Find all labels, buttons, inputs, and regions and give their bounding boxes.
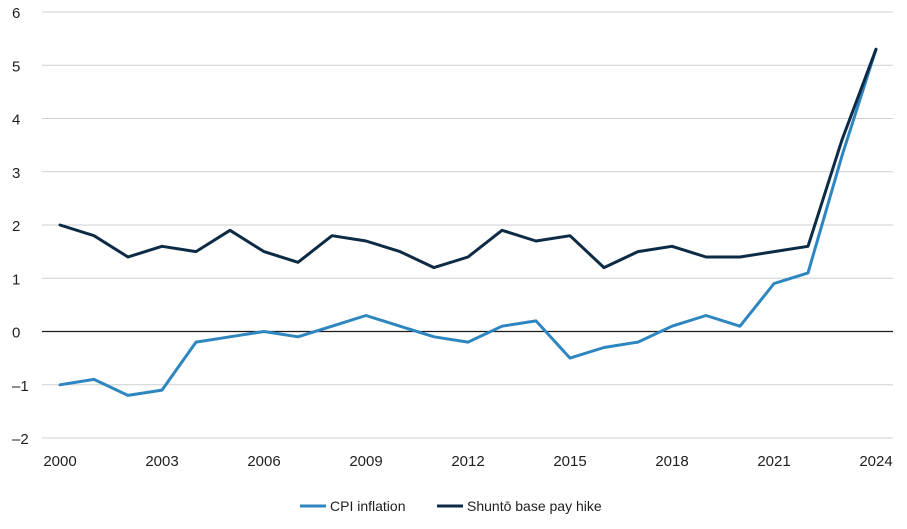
y-tick-label: 4 [12,112,20,129]
x-tick-label: 2006 [247,453,280,470]
y-tick-label: –1 [12,378,29,395]
x-tick-label: 2018 [655,453,688,470]
series-line-shunto-base-pay-hike [58,47,878,270]
y-tick-label: 6 [12,5,20,22]
legend: CPI inflation Shuntō base pay hike [300,498,602,514]
x-tick-label: 2000 [43,453,76,470]
y-tick-label: 5 [12,58,20,75]
y-tick-label: 2 [12,218,20,235]
x-tick-label: 2012 [451,453,484,470]
x-axis-tick-labels: 2000 2003 2006 2009 2012 2015 2018 2021 2024 [43,453,892,470]
x-tick-label: 2024 [859,453,892,470]
x-tick-label: 2021 [757,453,790,470]
series-lines [58,47,878,397]
y-tick-label: –2 [12,431,29,448]
gridlines [42,11,893,439]
series-line-cpi-inflation [58,47,878,397]
legend-label-cpi-inflation: CPI inflation [330,498,405,514]
y-axis-tick-labels: –2 –1 0 1 2 3 4 5 6 [12,5,29,448]
y-tick-label: 3 [12,165,20,182]
x-tick-label: 2003 [145,453,178,470]
y-tick-label: 1 [12,271,20,288]
y-tick-label: 0 [12,325,20,342]
x-tick-label: 2015 [553,453,586,470]
legend-label-shunto-base-pay-hike: Shuntō base pay hike [467,498,602,514]
x-tick-label: 2009 [349,453,382,470]
